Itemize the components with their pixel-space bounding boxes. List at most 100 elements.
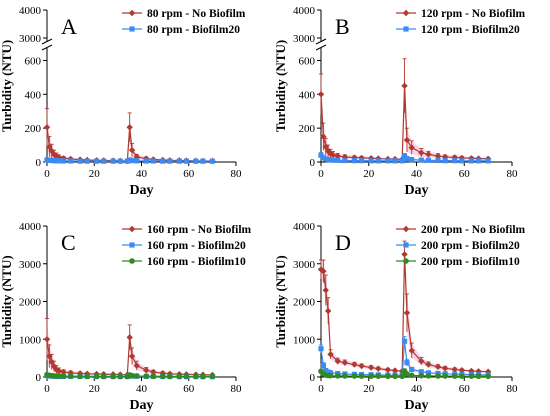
data-point bbox=[409, 157, 415, 163]
data-point bbox=[442, 158, 448, 164]
data-point bbox=[452, 158, 458, 164]
legend: 120 rpm - No Biofilm 120 rpm - Biofilm20 bbox=[396, 8, 526, 36]
data-point bbox=[392, 158, 398, 164]
data-point bbox=[441, 365, 449, 372]
data-point bbox=[367, 364, 375, 371]
data-point bbox=[143, 158, 149, 164]
data-point bbox=[418, 157, 424, 163]
data-point bbox=[451, 366, 458, 373]
data-point bbox=[320, 363, 326, 369]
data-point bbox=[399, 158, 405, 164]
data-point bbox=[375, 373, 382, 380]
y-tick-label: 2000 bbox=[19, 297, 42, 309]
data-point bbox=[133, 362, 140, 369]
legend: 200 rpm - No Biofilm 200 rpm - Biofilm20 2… bbox=[396, 224, 526, 268]
data-point bbox=[60, 158, 67, 164]
data-point bbox=[434, 363, 442, 371]
data-point bbox=[150, 368, 157, 376]
data-point bbox=[401, 251, 408, 258]
data-point bbox=[200, 158, 206, 164]
y-tick-label: 4000 bbox=[293, 5, 316, 17]
axis-break-mark bbox=[315, 44, 327, 51]
data-point bbox=[475, 373, 482, 380]
data-point bbox=[468, 158, 475, 164]
x-tick-label: 80 bbox=[507, 168, 519, 180]
y-tick-label: 400 bbox=[299, 89, 316, 101]
panel-label: B bbox=[335, 14, 350, 39]
data-point bbox=[418, 369, 424, 375]
x-axis-label: Day bbox=[129, 398, 153, 413]
data-point bbox=[403, 26, 409, 32]
data-point bbox=[330, 157, 336, 163]
data-point bbox=[56, 158, 62, 164]
data-point bbox=[402, 9, 410, 17]
data-point bbox=[46, 143, 53, 150]
data-point bbox=[425, 157, 432, 163]
series-2 bbox=[318, 152, 491, 164]
y-tick-label: 0 bbox=[36, 372, 42, 384]
panel-B: 0 20 40 60 80 0 200 400 600 3000 4000 Day Turbidity … bbox=[273, 5, 526, 198]
data-point bbox=[418, 149, 425, 156]
legend-label: 200 rpm - Biofilm20 bbox=[421, 240, 520, 252]
panel-label: D bbox=[335, 230, 351, 255]
data-point bbox=[358, 158, 365, 164]
data-point bbox=[425, 373, 432, 379]
x-tick-label: 20 bbox=[363, 383, 375, 395]
x-tick-label: 20 bbox=[89, 383, 101, 395]
legend-label: 160 rpm - Biofilm10 bbox=[147, 256, 246, 268]
data-point bbox=[459, 158, 465, 164]
x-tick-label: 80 bbox=[507, 383, 519, 395]
data-point bbox=[133, 373, 140, 379]
legend-label: 80 rpm - Biofilm20 bbox=[147, 24, 240, 36]
y-tick-label: 200 bbox=[25, 123, 42, 135]
series-3 bbox=[318, 368, 491, 380]
data-point bbox=[129, 372, 135, 379]
data-point bbox=[425, 361, 432, 368]
data-point bbox=[404, 156, 410, 162]
data-point bbox=[128, 146, 136, 154]
data-point bbox=[150, 373, 157, 380]
data-point bbox=[110, 158, 116, 164]
y-tick-label: 4000 bbox=[19, 5, 42, 17]
data-point bbox=[425, 151, 432, 158]
data-point bbox=[402, 225, 410, 233]
x-tick-label: 0 bbox=[44, 168, 50, 180]
data-point bbox=[327, 372, 334, 379]
series-1 bbox=[317, 58, 492, 163]
data-point bbox=[129, 158, 135, 164]
x-tick-label: 40 bbox=[411, 168, 423, 180]
y-tick-label: 4000 bbox=[19, 221, 42, 233]
data-point bbox=[320, 268, 327, 275]
data-point bbox=[324, 307, 332, 315]
data-point bbox=[334, 373, 341, 379]
axis-break-mark bbox=[41, 44, 53, 51]
data-point bbox=[322, 286, 329, 294]
data-point bbox=[468, 373, 475, 380]
data-point bbox=[167, 373, 173, 380]
data-point bbox=[67, 373, 74, 380]
y-tick-label: 400 bbox=[25, 89, 42, 101]
data-point bbox=[84, 373, 90, 380]
panel-D: 0 20 40 60 80 0 1000 2000 3000 4000 Day Turbidity (… bbox=[273, 221, 526, 413]
data-point bbox=[351, 158, 358, 164]
series-3 bbox=[44, 371, 216, 380]
x-tick-label: 60 bbox=[183, 383, 195, 395]
data-point bbox=[129, 258, 135, 264]
x-axis-label: Day bbox=[404, 398, 428, 413]
data-point bbox=[60, 373, 67, 379]
data-point bbox=[404, 371, 410, 377]
data-point bbox=[403, 258, 409, 264]
data-point bbox=[77, 158, 83, 164]
data-point bbox=[43, 124, 51, 131]
data-point bbox=[68, 158, 74, 164]
data-point bbox=[167, 158, 173, 164]
data-point bbox=[100, 373, 107, 380]
data-point bbox=[334, 357, 341, 365]
y-tick-label: 200 bbox=[299, 123, 316, 135]
data-point bbox=[183, 158, 189, 164]
data-point bbox=[55, 367, 63, 375]
data-point bbox=[435, 373, 441, 379]
x-tick-label: 80 bbox=[231, 383, 243, 395]
data-point bbox=[335, 157, 341, 163]
data-point bbox=[459, 373, 465, 379]
